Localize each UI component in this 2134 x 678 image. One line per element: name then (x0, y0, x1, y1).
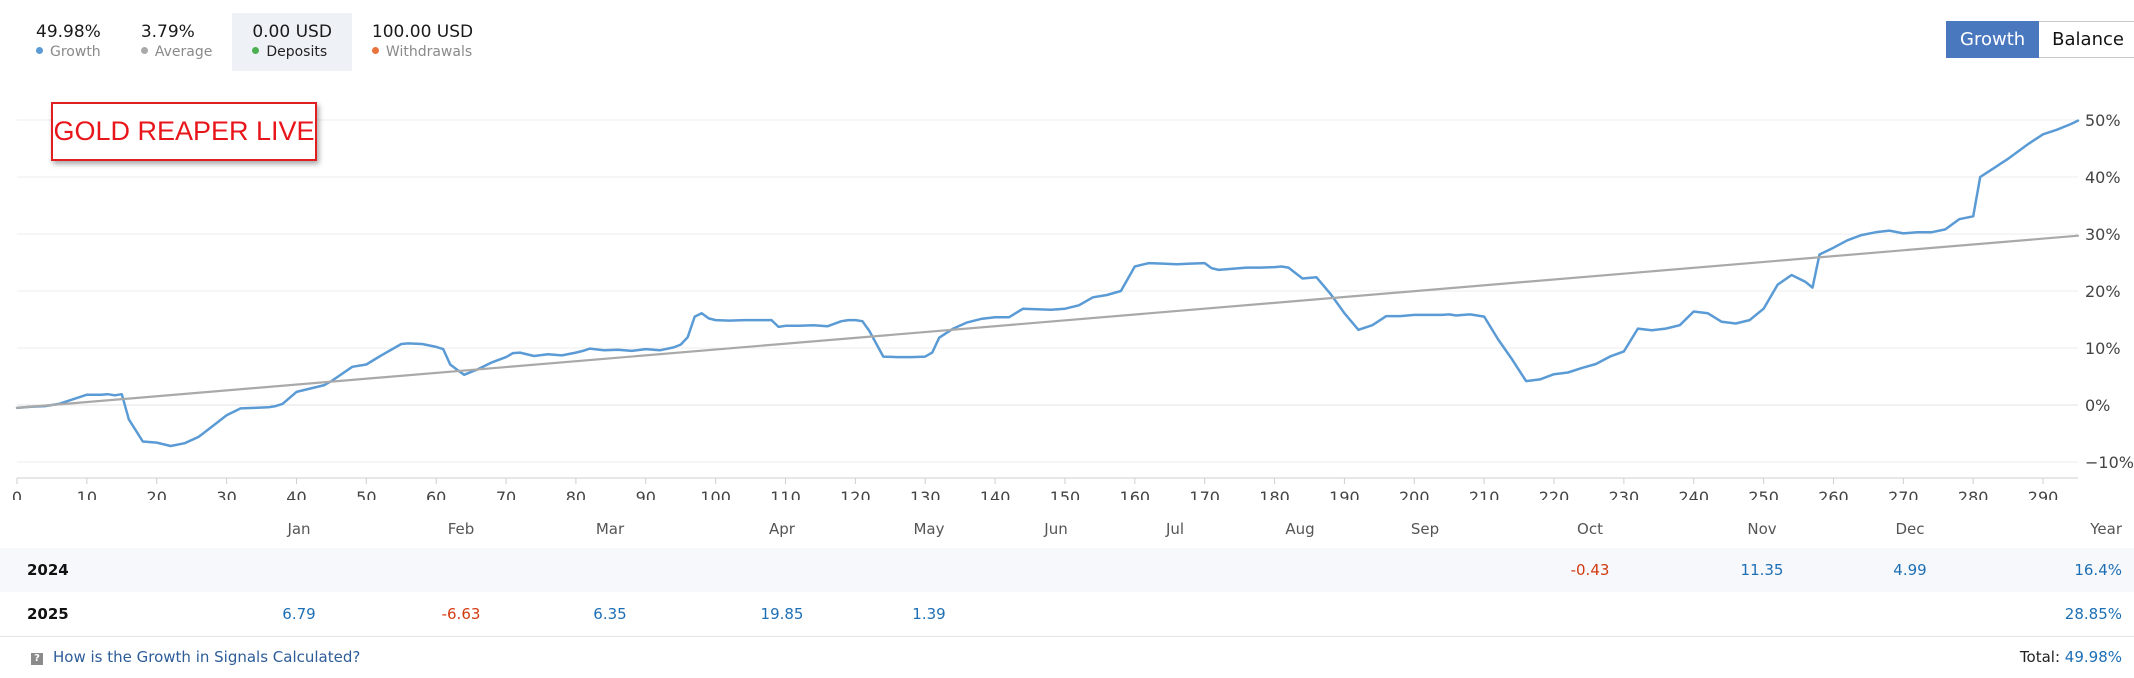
month-header-oct: Oct (1577, 520, 1603, 538)
stat-growth-value: 49.98% (36, 22, 101, 42)
x-tick-label: 170 (1189, 488, 1220, 500)
month-header-mar: Mar (595, 520, 625, 538)
x-tick-label: 280 (1958, 488, 1989, 500)
x-tick-label: 240 (1678, 488, 1709, 500)
stat-deposits[interactable]: 0.00 USD Deposits (232, 13, 352, 71)
x-tick-label: 140 (980, 488, 1011, 500)
x-tick-label: 250 (1748, 488, 1779, 500)
stat-withdrawals-label: Withdrawals (385, 44, 473, 60)
y-tick-label: 10% (2085, 339, 2121, 358)
x-tick-label: 10 (77, 488, 97, 500)
month-header-nov: Nov (1747, 520, 1777, 538)
x-tick-label: 80 (566, 488, 586, 500)
x-tick-label: 200 (1399, 488, 1430, 500)
stats-bar: 49.98% Growth 3.79% Average 0.00 USD Dep… (16, 13, 493, 71)
y-tick-label: −10% (2085, 453, 2134, 472)
month-value: 11.35 (1740, 561, 1784, 579)
x-tick-label: 110 (770, 488, 801, 500)
y-tick-label: 40% (2085, 168, 2121, 187)
x-tick-label: 230 (1609, 488, 1640, 500)
month-value: 6.79 (282, 605, 316, 623)
table-divider (0, 636, 2134, 637)
year-label: 2024 (27, 561, 69, 579)
stat-growth[interactable]: 49.98% Growth (16, 13, 121, 71)
month-header-apr: Apr (769, 520, 795, 538)
y-tick-label: 50% (2085, 111, 2121, 130)
deposits-dot-icon (252, 47, 260, 54)
x-tick-label: 70 (496, 488, 516, 500)
x-tick-label: 270 (1888, 488, 1919, 500)
x-tick-label: 40 (286, 488, 306, 500)
x-tick-label: 50 (356, 488, 376, 500)
year-row-2025: 2025 6.79 -6.63 6.35 19.85 1.39 28.85% (0, 592, 2134, 636)
growth-button[interactable]: Growth (1946, 21, 2040, 58)
x-tick-label: 220 (1539, 488, 1570, 500)
x-tick-label: 160 (1120, 488, 1151, 500)
balance-button[interactable]: Balance (2039, 21, 2134, 58)
x-tick-label: 100 (700, 488, 731, 500)
chart-label: GOLD REAPER LIVE (51, 102, 317, 161)
question-icon: ? (31, 653, 43, 665)
year-total: 16.4% (2074, 561, 2122, 579)
y-tick-label: 0% (2085, 396, 2110, 415)
x-tick-label: 60 (426, 488, 446, 500)
stat-deposits-value: 0.00 USD (252, 22, 332, 42)
x-tick-label: 130 (910, 488, 941, 500)
month-header-may: May (913, 520, 945, 538)
month-header-jul: Jul (1165, 520, 1185, 538)
stat-deposits-label: Deposits (266, 44, 328, 60)
growth-help-text: How is the Growth in Signals Calculated? (53, 648, 361, 666)
year-total: 28.85% (2064, 605, 2122, 623)
stat-withdrawals-value: 100.00 USD (371, 22, 474, 42)
growth-series-line (15, 119, 2080, 448)
month-value: 6.35 (593, 605, 627, 623)
x-tick-label: 90 (636, 488, 656, 500)
month-header-jun: Jun (1044, 520, 1068, 538)
month-header-row: Jan Feb Mar Apr May Jun Jul Aug Sep Oct Nov Dec Year (0, 520, 2134, 542)
average-dot-icon (140, 47, 148, 54)
x-tick-label: 0 (12, 488, 22, 500)
month-header-feb: Feb (447, 520, 475, 538)
withdrawals-dot-icon (371, 47, 379, 54)
month-value: 1.39 (912, 605, 946, 623)
month-value: -0.43 (1570, 561, 1610, 579)
growth-dot-icon (36, 47, 43, 54)
stat-average-value: 3.79% (140, 22, 195, 42)
x-tick-label: 260 (1818, 488, 1849, 500)
stat-average-label: Average (154, 44, 213, 60)
month-value: 4.99 (1893, 561, 1927, 579)
growth-chart: 50% 40% 30% 20% 10% 0% −10% 0 10 20 30 40 50 60 70 80 90… (12, 111, 2134, 500)
x-tick-label: 290 (2028, 488, 2059, 500)
stat-growth-label: Growth (50, 44, 101, 60)
view-toggle: Growth Balance (1946, 21, 2134, 58)
x-tick-label: 30 (216, 488, 236, 500)
month-value: 19.85 (760, 605, 804, 623)
month-header-jan: Jan (287, 520, 311, 538)
x-tick-label: 120 (840, 488, 871, 500)
total-value: 49.98% (2064, 648, 2122, 666)
x-tick-label: 210 (1469, 488, 1500, 500)
total-growth: Total: 49.98% (2020, 648, 2122, 666)
month-header-sep: Sep (1410, 520, 1440, 538)
total-label: Total: (2019, 648, 2061, 666)
year-row-2024: 2024 -0.43 11.35 4.99 16.4% (0, 548, 2134, 592)
growth-help-link[interactable]: ? How is the Growth in Signals Calculated… (31, 648, 360, 666)
year-label: 2025 (27, 605, 69, 623)
stat-average[interactable]: 3.79% Average (121, 13, 233, 71)
month-header-year: Year (2090, 520, 2122, 538)
x-tick-label: 20 (147, 488, 167, 500)
average-series-line (15, 234, 2080, 409)
x-tick-label: 180 (1259, 488, 1290, 500)
y-tick-label: 20% (2085, 282, 2121, 301)
y-tick-label: 30% (2085, 225, 2121, 244)
x-tick-label: 150 (1050, 488, 1081, 500)
month-header-dec: Dec (1895, 520, 1925, 538)
stat-withdrawals[interactable]: 100.00 USD Withdrawals (352, 13, 493, 71)
month-value: -6.63 (441, 605, 481, 623)
x-tick-label: 190 (1329, 488, 1360, 500)
month-header-aug: Aug (1285, 520, 1315, 538)
